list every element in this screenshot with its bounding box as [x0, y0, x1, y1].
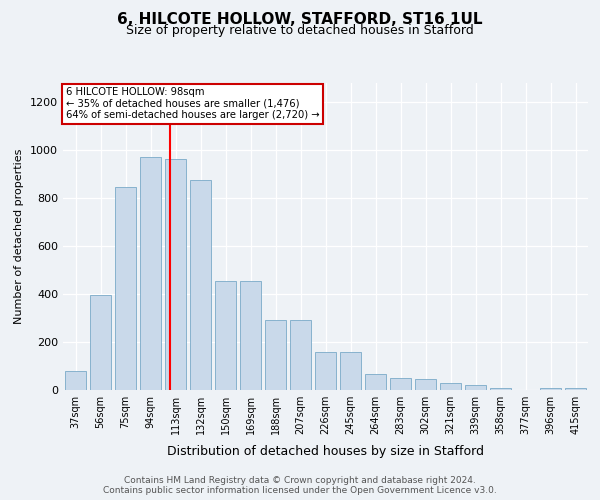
Y-axis label: Number of detached properties: Number of detached properties [14, 148, 25, 324]
Bar [240, 280, 261, 390]
Bar [390, 378, 411, 390]
Bar [215, 280, 236, 390]
Text: Contains HM Land Registry data © Crown copyright and database right 2024.: Contains HM Land Registry data © Crown c… [124, 476, 476, 485]
Bar [315, 352, 336, 390]
Text: Contains public sector information licensed under the Open Government Licence v3: Contains public sector information licen… [103, 486, 497, 495]
Text: 6 HILCOTE HOLLOW: 98sqm
← 35% of detached houses are smaller (1,476)
64% of semi: 6 HILCOTE HOLLOW: 98sqm ← 35% of detache… [65, 87, 319, 120]
Bar [565, 388, 586, 390]
Bar [465, 384, 486, 390]
Bar [115, 187, 136, 390]
Bar [290, 320, 311, 390]
Bar [140, 157, 161, 390]
Bar [65, 371, 86, 390]
Bar [165, 160, 186, 390]
Bar [490, 388, 511, 390]
Bar [415, 379, 436, 390]
Bar [440, 384, 461, 390]
Bar [540, 388, 561, 390]
X-axis label: Distribution of detached houses by size in Stafford: Distribution of detached houses by size … [167, 446, 484, 458]
Text: Size of property relative to detached houses in Stafford: Size of property relative to detached ho… [126, 24, 474, 37]
Bar [190, 180, 211, 390]
Bar [90, 295, 111, 390]
Text: 6, HILCOTE HOLLOW, STAFFORD, ST16 1UL: 6, HILCOTE HOLLOW, STAFFORD, ST16 1UL [117, 12, 483, 28]
Bar [365, 374, 386, 390]
Bar [265, 320, 286, 390]
Bar [340, 352, 361, 390]
